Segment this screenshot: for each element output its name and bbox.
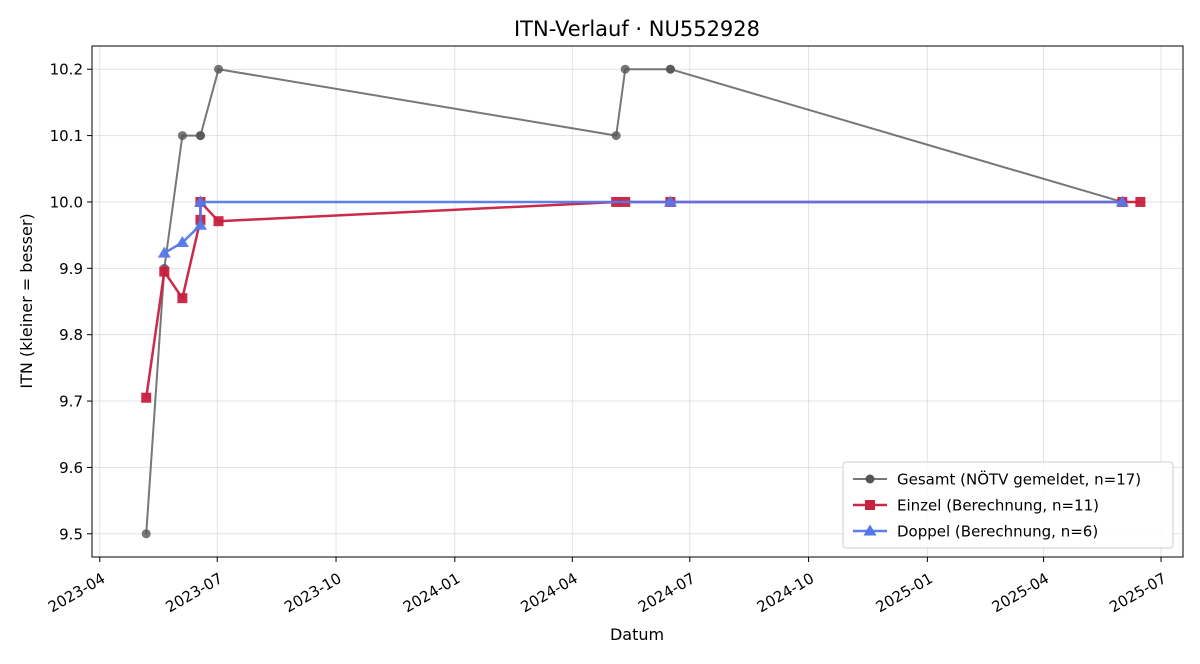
- legend-marker: [863, 524, 877, 536]
- series-layer: [141, 64, 1146, 539]
- legend-marker: [865, 500, 875, 510]
- x-tick-label: 2023-04: [45, 569, 108, 616]
- y-tick-label: 9.5: [59, 525, 83, 543]
- legend-box: [842, 461, 1174, 549]
- data-point: [141, 392, 152, 403]
- series-line: [144, 200, 1141, 398]
- legend-entry: Einzel (Berechnung, n=11): [853, 497, 1099, 515]
- series-1: [141, 196, 1146, 403]
- legend-label: Doppel (Berechnung, n=6): [897, 523, 1098, 541]
- x-tick-label: 2025-07: [1106, 569, 1169, 616]
- legend-label: Einzel (Berechnung, n=11): [897, 497, 1099, 515]
- x-tick-label: 2025-01: [873, 569, 936, 616]
- y-tick-label: 9.9: [59, 260, 83, 278]
- series-2: [157, 195, 1129, 258]
- legend-entry: Gesamt (NÖTV gemeldet, n=17): [853, 470, 1141, 489]
- data-point: [213, 216, 224, 227]
- data-point: [177, 131, 187, 141]
- y-axis-label: ITN (kleiner = besser): [17, 213, 36, 388]
- data-point: [141, 529, 151, 539]
- data-point: [159, 266, 170, 277]
- y-tick-label: 10.2: [50, 61, 83, 79]
- data-point: [665, 64, 675, 74]
- data-point: [175, 235, 189, 247]
- data-point: [214, 64, 224, 74]
- data-point: [195, 131, 205, 141]
- x-tick-label: 2023-07: [162, 569, 225, 616]
- data-point: [157, 246, 171, 258]
- data-point: [611, 131, 621, 141]
- x-tick-label: 2024-01: [400, 569, 463, 616]
- data-point: [193, 218, 207, 230]
- data-point: [177, 293, 188, 304]
- x-tick-label: 2025-04: [989, 569, 1052, 616]
- legend: Gesamt (NÖTV gemeldet, n=17) Einzel (Bere…: [842, 461, 1174, 549]
- x-tick-label: 2024-04: [518, 569, 581, 616]
- data-point: [1135, 196, 1146, 207]
- legend-marker: [865, 474, 875, 484]
- chart-title: ITN-Verlauf · NU552928: [514, 17, 760, 41]
- x-axis-label: Datum: [610, 625, 664, 644]
- series-line: [163, 200, 1123, 255]
- data-point: [1115, 195, 1129, 207]
- x-tick-label: 2024-10: [754, 569, 817, 616]
- x-tick-label: 2024-07: [635, 569, 698, 616]
- plot-frame: [91, 45, 1184, 558]
- data-point: [663, 195, 677, 207]
- y-tick-label: 10.1: [50, 127, 83, 145]
- y-tick-label: 10.0: [50, 193, 83, 211]
- legend-entry: Doppel (Berechnung, n=6): [853, 523, 1098, 541]
- y-tick-label: 9.6: [59, 459, 83, 477]
- data-point: [620, 64, 630, 74]
- x-tick-label: 2023-10: [281, 569, 344, 616]
- data-point: [193, 195, 207, 207]
- y-tick-label: 9.7: [59, 393, 83, 411]
- y-tick-label: 9.8: [59, 326, 83, 344]
- legend-label: Gesamt (NÖTV gemeldet, n=17): [897, 470, 1141, 489]
